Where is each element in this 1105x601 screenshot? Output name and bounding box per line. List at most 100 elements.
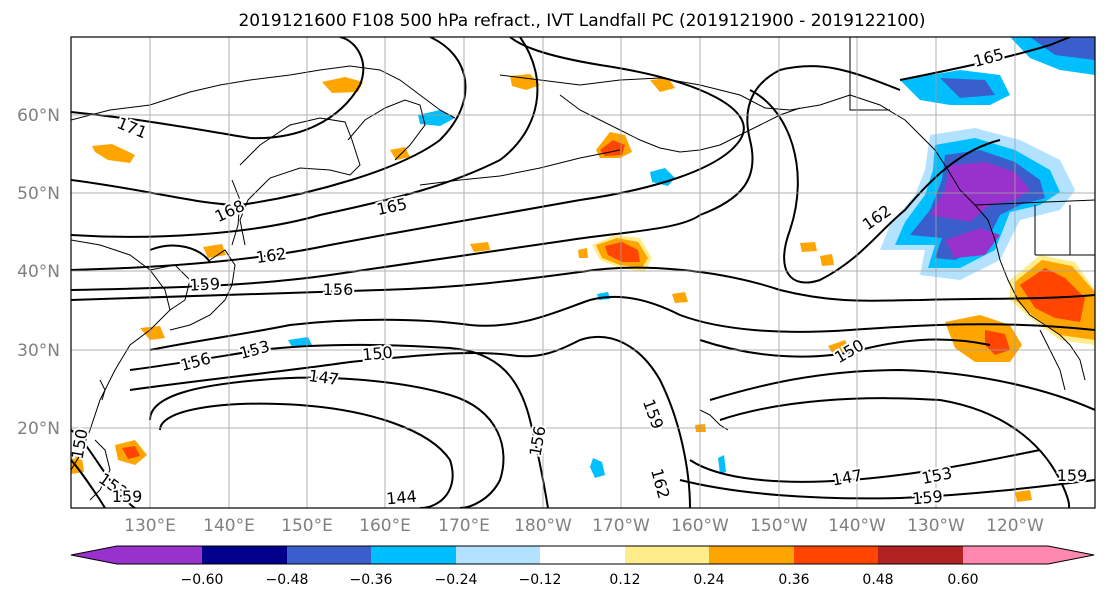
colorbar-tick: 0.48	[862, 572, 893, 588]
contour-147b	[709, 368, 1095, 411]
map-frame	[70, 36, 1096, 509]
shade-negative-ne-corner-inner	[1030, 37, 1095, 60]
colorbar-seg-8	[794, 546, 878, 564]
shade-positive-sw	[71, 455, 84, 474]
contour-label: 150	[361, 343, 393, 365]
colorbar-seg-3	[371, 546, 456, 564]
contour-label: 159	[911, 487, 943, 509]
colorbar-seg-4	[456, 546, 540, 564]
colorbar-seg-1	[202, 546, 287, 564]
colorbar-seg-7	[709, 546, 794, 564]
colorbar-tick: 0.60	[947, 572, 978, 588]
lon-label-140w: 140°W	[828, 516, 886, 536]
colorbar-tick: −0.48	[266, 572, 309, 588]
contour-165-ne	[899, 37, 1071, 81]
shade-positive-aleutian-core	[600, 140, 625, 156]
shade-positive-okhotsk	[322, 77, 363, 93]
contour-label: 144	[385, 487, 417, 509]
lon-label-120w: 120°W	[986, 516, 1044, 536]
contour-sw1	[71, 429, 136, 508]
colorbar-tick: −0.60	[181, 572, 224, 588]
coast-kamchatka	[347, 99, 426, 161]
contour-171	[71, 37, 365, 140]
shade-positive-mid-a	[672, 292, 688, 303]
shade-negative-canada-inner	[940, 78, 995, 98]
coast-okhotsk	[239, 117, 361, 246]
colorbar-seg-0	[71, 546, 202, 564]
coast-sakhalin	[231, 179, 241, 246]
colorbar-tick: 0.12	[609, 572, 640, 588]
shade-negative-japan-e	[288, 337, 312, 347]
map-title: 2019121600 F108 500 hPa refract., IVT La…	[238, 11, 925, 31]
shade-positive-nw-pac	[470, 242, 490, 252]
gridlines	[71, 37, 1095, 508]
shade-positive-mid-b	[578, 248, 588, 258]
colorbar-tick: −0.24	[435, 572, 478, 588]
contour-147	[149, 376, 505, 508]
coast-asia	[71, 65, 456, 121]
shade-positive-siberia1	[92, 144, 135, 163]
shade-negative-nw-core2	[945, 228, 1000, 258]
shade-positive-siberia2	[510, 74, 540, 90]
shade-positive-baja-core	[985, 330, 1010, 355]
contour-nw-small	[149, 244, 211, 263]
colorbar-tick: −0.12	[519, 572, 562, 588]
colorbar-ticks: −0.60 −0.48 −0.36 −0.24 −0.12 0.12 0.24 …	[181, 572, 979, 588]
contour-168	[71, 37, 467, 207]
border-us-states	[1034, 205, 1095, 256]
colorbar: −0.60 −0.48 −0.36 −0.24 −0.12 0.12 0.24 …	[70, 545, 1095, 588]
contour-162b	[749, 89, 1001, 284]
colorbar-seg-9	[878, 546, 963, 564]
contour-label: 159	[1057, 466, 1088, 485]
contour-153	[149, 295, 1095, 351]
lon-label-150e: 150°E	[281, 516, 333, 536]
colorbar-seg-6	[625, 546, 709, 564]
contour-159	[71, 65, 901, 291]
contour-label: 156	[323, 280, 354, 299]
contour-label: 153	[920, 463, 954, 488]
lon-label-160e: 160°E	[359, 516, 411, 536]
shade-positive-central-core	[605, 242, 640, 262]
contour-144	[159, 402, 454, 508]
contour-156	[71, 266, 1095, 302]
border-us-canada	[974, 199, 1095, 206]
lat-label-50n: 50°N	[17, 184, 60, 204]
contour-label: 159	[189, 274, 220, 295]
coast-alaska-peninsula	[559, 94, 801, 153]
contour-144b	[719, 397, 1070, 508]
lon-label-170w: 170°W	[592, 516, 650, 536]
colorbar-seg-5	[540, 546, 625, 564]
lat-label-30n: 30°N	[17, 341, 60, 361]
map-panel: 171 168 165 165 162 162 159 156 156 153 …	[70, 36, 1096, 509]
lon-label-130w: 130°W	[907, 516, 965, 536]
shade-negative-nw-core	[930, 162, 1030, 222]
shade-positive-alaska-w	[650, 78, 675, 92]
contour-sw2	[71, 459, 106, 508]
contour-lines	[71, 37, 1095, 508]
shade-positive-california-core	[1020, 268, 1085, 322]
coast-taiwan	[99, 379, 106, 401]
lon-label-140e: 140°E	[203, 516, 255, 536]
shade-negative-kamchatka	[418, 110, 455, 126]
lat-label-60n: 60°N	[17, 106, 60, 126]
colorbar-outline	[70, 545, 1095, 565]
lat-label-40n: 40°N	[17, 262, 60, 282]
lon-label-180w: 180°W	[514, 516, 572, 536]
colorbar-seg-2	[287, 546, 371, 564]
shade-negative-mid2	[590, 458, 605, 478]
shade-positive-se	[1015, 490, 1032, 502]
colorbar-tick: 0.24	[693, 572, 724, 588]
lon-label-160w: 160°W	[671, 516, 729, 536]
colorbar-tick: −0.36	[350, 572, 393, 588]
contour-165	[71, 37, 539, 238]
coast-baja	[1039, 329, 1066, 391]
lon-label-130e: 130°E	[124, 516, 176, 536]
colorbar-seg-10	[963, 546, 1094, 564]
shade-negative-hawaii	[718, 455, 726, 474]
contour-156b	[129, 343, 549, 508]
border-canada-alaska	[849, 37, 890, 111]
lon-axis-labels: 130°E 140°E 150°E 160°E 170°E 180°W 170°…	[124, 516, 1044, 536]
contour-159b	[679, 479, 1095, 500]
lon-label-170e: 170°E	[438, 516, 490, 536]
